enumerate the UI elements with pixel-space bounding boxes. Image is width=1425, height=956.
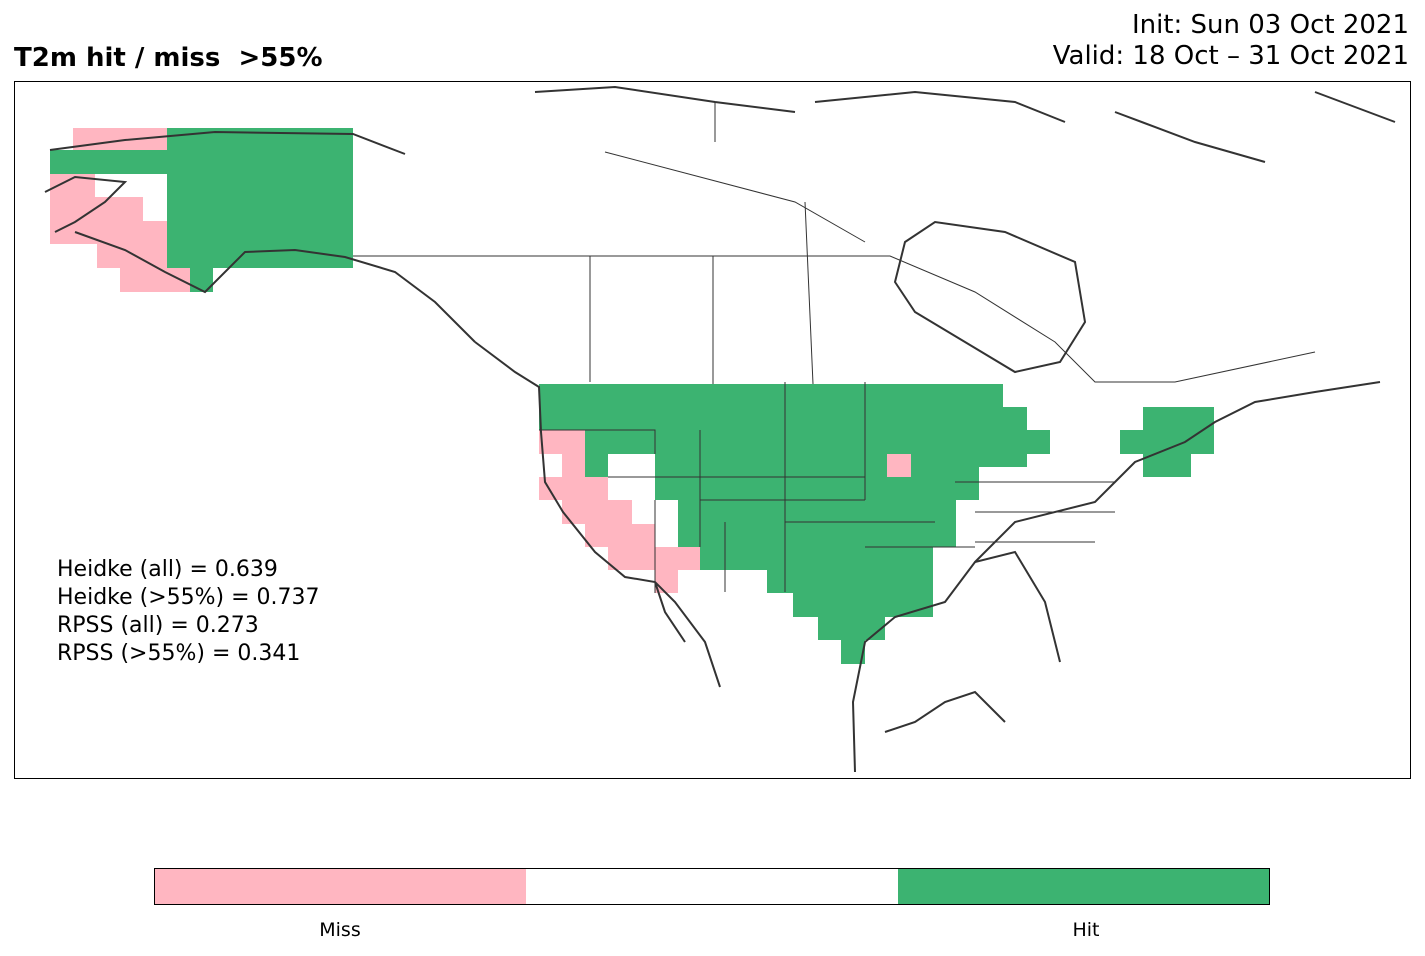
alaska-miss-region-north — [73, 128, 167, 150]
map-panel[interactable] — [14, 81, 1411, 779]
alaska-coast — [44, 130, 476, 343]
heidke-all: Heidke (all) = 0.639 — [57, 557, 278, 582]
skill-scores: Heidke (all) = 0.639 Heidke (>55%) = 0.7… — [57, 556, 320, 668]
northeast-hit-block-3 — [1143, 454, 1191, 477]
pacific-coast — [474, 341, 721, 688]
alaska-grid — [50, 128, 353, 292]
map-title: T2m hit / miss >55% — [14, 43, 323, 73]
colorbar-miss-label: Miss — [319, 919, 361, 941]
iowa-miss-cell — [887, 454, 911, 477]
province-borders — [589, 102, 866, 385]
conus-grid — [539, 384, 1214, 664]
arctic-islands — [534, 85, 1396, 163]
init-date: Init: Sun 03 Oct 2021 — [1131, 10, 1409, 40]
date-info: Init: Sun 03 Oct 2021 Valid: 18 Oct – 31… — [1053, 10, 1409, 72]
rpss-55: RPSS (>55%) = 0.341 — [57, 641, 301, 666]
borders — [353, 102, 1316, 593]
state-borders — [539, 382, 1115, 593]
valid-dates: Valid: 18 Oct – 31 Oct 2021 — [1052, 41, 1409, 71]
northeast-hit-block — [1120, 430, 1214, 454]
coastlines — [44, 85, 1396, 773]
colorbar — [154, 868, 1270, 905]
map-canvas — [44, 85, 1396, 773]
canada-us-border — [353, 255, 1316, 383]
hudson-bay — [893, 220, 1087, 374]
conus-miss-region — [539, 430, 700, 593]
rpss-all: RPSS (all) = 0.273 — [57, 613, 259, 638]
gulf-coast — [851, 550, 1061, 773]
colorbar-hit-label: Hit — [1072, 919, 1100, 941]
conus-hit-region — [539, 384, 1050, 664]
alaska-hit-region — [167, 128, 353, 292]
heidke-55: Heidke (>55%) = 0.737 — [57, 585, 320, 610]
northeast-hit-block-2 — [1143, 407, 1214, 430]
colorbar-hit — [897, 869, 1269, 904]
colorbar-neutral — [526, 869, 898, 904]
alaska-miss-region-southwest — [50, 174, 190, 292]
colorbar-miss — [155, 869, 527, 904]
